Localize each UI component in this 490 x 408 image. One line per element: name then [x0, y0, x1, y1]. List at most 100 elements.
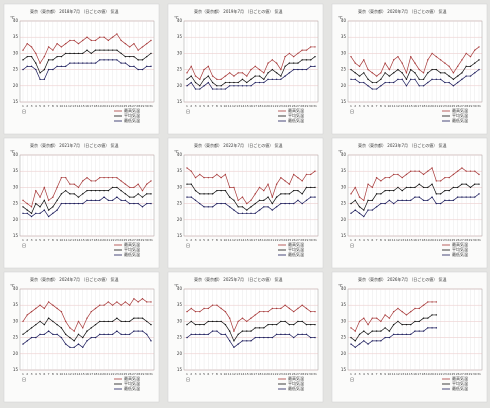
x-tick-label: 24 [283, 238, 287, 242]
chart-panel: 東京（東京都） 2023年7月 （日ごとの値） 気温℃1520253035401… [331, 137, 488, 269]
legend-label: 最低気温 [288, 385, 304, 391]
data-point [150, 193, 152, 195]
data-point [124, 333, 127, 336]
x-tick-label: 11 [392, 238, 396, 242]
data-point [203, 307, 205, 310]
legend-label: 最低気温 [124, 117, 140, 123]
data-point [22, 68, 24, 71]
data-point [69, 52, 71, 55]
x-tick-label: 4 [363, 372, 365, 376]
y-tick-label: 25 [177, 67, 183, 72]
data-point [52, 49, 54, 51]
data-point [254, 327, 256, 329]
data-point [427, 301, 429, 303]
x-tick-label: 27 [296, 372, 300, 376]
data-point [99, 49, 101, 51]
data-point [263, 189, 265, 192]
data-point [39, 196, 41, 198]
x-tick-label: 8 [216, 238, 218, 242]
data-point [469, 55, 472, 58]
data-point [388, 199, 391, 202]
data-point [388, 176, 391, 179]
chart-panel: 東京（東京都） 2018年7月 （日ごとの値） 気温℃1520253035401… [3, 3, 160, 135]
data-point [194, 176, 197, 179]
data-point [60, 336, 63, 339]
data-point [186, 196, 188, 198]
data-point [146, 193, 148, 195]
data-point [124, 42, 127, 45]
data-point [431, 52, 433, 55]
data-point [26, 209, 28, 211]
x-tick-label: 16 [85, 372, 89, 376]
x-tick-label: 4 [199, 238, 201, 242]
data-point [392, 81, 395, 84]
data-point [116, 49, 118, 51]
data-point [354, 209, 356, 211]
x-tick-label: 20 [430, 104, 434, 108]
x-tick-label: 30 [145, 372, 149, 376]
x-tick-label: 15 [245, 238, 249, 242]
data-point [190, 196, 192, 198]
data-point [224, 323, 227, 326]
data-point [199, 173, 201, 176]
data-point [427, 199, 429, 202]
data-point [233, 186, 235, 189]
data-point [310, 59, 312, 61]
data-point [422, 85, 425, 87]
data-point [39, 304, 41, 306]
data-point [288, 333, 291, 336]
data-point [371, 81, 374, 84]
data-point [220, 176, 222, 179]
data-point [461, 72, 463, 74]
data-point [190, 81, 192, 84]
x-tick-label: 9 [220, 372, 222, 376]
data-point [310, 196, 312, 198]
y-tick-label: 20 [177, 351, 183, 356]
data-point [194, 81, 197, 84]
data-point [305, 307, 308, 310]
x-tick-label: 31 [149, 238, 153, 242]
x-tick-label: 17 [417, 104, 421, 108]
data-point [258, 68, 261, 71]
data-point [267, 206, 269, 208]
y-tick-label: 20 [13, 351, 19, 356]
data-point [350, 202, 352, 205]
data-point [380, 78, 382, 81]
x-tick-label: 19 [426, 104, 430, 108]
x-tick-label: 14 [241, 238, 245, 242]
x-tick-label: 13 [400, 238, 404, 242]
x-tick-label: 20 [102, 104, 106, 108]
x-tick-label: 4 [199, 104, 201, 108]
data-point [52, 59, 54, 61]
x-tick-label: 5 [367, 372, 369, 376]
y-axis-unit: ℃ [338, 283, 343, 288]
y-axis-unit: ℃ [338, 149, 343, 154]
data-point [124, 301, 127, 303]
data-point [207, 206, 210, 208]
x-tick-label: 20 [430, 372, 434, 376]
data-point [30, 215, 33, 218]
data-point [280, 75, 282, 77]
data-point [363, 215, 365, 218]
x-tick-label: 29 [305, 104, 309, 108]
x-axis-label: 日 [350, 243, 354, 248]
data-point [47, 330, 50, 332]
data-point [35, 189, 37, 192]
data-point [120, 333, 122, 336]
data-point [216, 320, 218, 323]
legend-label: 最低気温 [124, 251, 140, 257]
x-tick-label: 30 [473, 372, 477, 376]
data-point [258, 209, 261, 211]
data-point [435, 68, 438, 71]
x-tick-label: 24 [447, 238, 451, 242]
x-tick-label: 13 [236, 372, 240, 376]
data-point [211, 88, 214, 90]
x-tick-label: 27 [132, 372, 136, 376]
data-point [422, 186, 425, 189]
x-tick-label: 21 [434, 372, 438, 376]
data-point [228, 317, 231, 319]
data-point [250, 199, 252, 202]
data-point [280, 333, 282, 336]
data-point [82, 62, 84, 64]
